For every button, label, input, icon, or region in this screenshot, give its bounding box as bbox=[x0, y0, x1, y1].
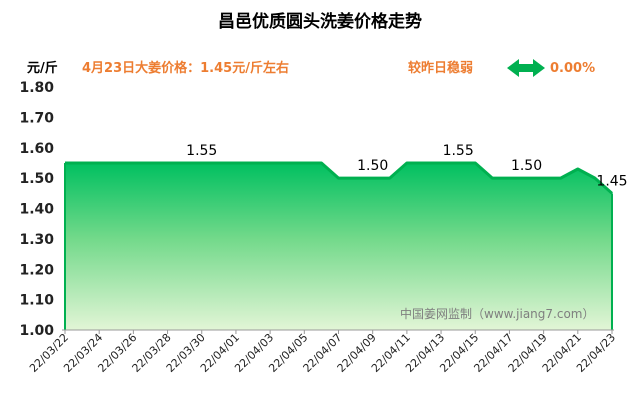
data-label: 1.45 bbox=[596, 173, 627, 189]
y-tick-label: 1.20 bbox=[19, 262, 54, 278]
price-annotation: 4月23日大姜价格：1.45元/斤左右 bbox=[82, 60, 289, 76]
y-tick-label: 1.60 bbox=[19, 141, 54, 157]
y-tick-label: 1.10 bbox=[19, 293, 54, 309]
x-axis: 22/03/2222/03/2422/03/2622/03/2822/03/30… bbox=[27, 330, 618, 375]
watermark: 中国姜网监制（www.jiang7.com） bbox=[400, 306, 594, 321]
y-axis-unit: 元/斤 bbox=[27, 60, 58, 76]
data-label: 1.50 bbox=[357, 158, 388, 174]
left-right-arrow-icon bbox=[507, 59, 545, 77]
data-labels: 1.55 1.50 1.55 1.50 1.45 bbox=[186, 143, 627, 189]
trend-annotation: 较昨日稳弱 bbox=[408, 60, 473, 76]
y-tick-label: 1.80 bbox=[19, 80, 54, 96]
data-label: 1.55 bbox=[186, 143, 217, 159]
y-tick-label: 1.00 bbox=[19, 323, 54, 339]
y-axis: 1.00 1.10 1.20 1.30 1.40 1.50 1.60 1.70 1.80 bbox=[19, 80, 54, 339]
price-line bbox=[65, 161, 613, 195]
plot-area bbox=[62, 161, 614, 331]
y-tick-label: 1.40 bbox=[19, 202, 54, 218]
data-label: 1.55 bbox=[443, 143, 474, 159]
y-tick-label: 1.30 bbox=[19, 232, 54, 248]
y-tick-label: 1.50 bbox=[19, 171, 54, 187]
chart-title: 昌邑优质圆头洗姜价格走势 bbox=[218, 11, 422, 32]
y-tick-label: 1.70 bbox=[19, 110, 54, 126]
price-area bbox=[65, 162, 612, 330]
change-percent: 0.00% bbox=[550, 61, 595, 76]
data-label: 1.50 bbox=[511, 158, 542, 174]
